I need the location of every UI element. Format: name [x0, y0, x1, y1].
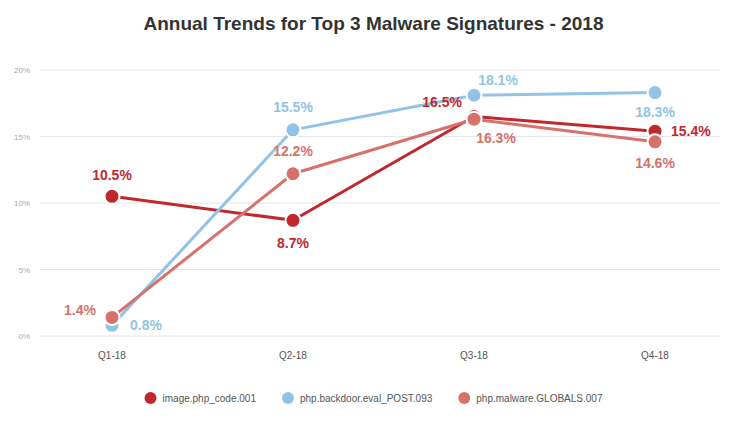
legend-marker — [458, 392, 470, 404]
data-label: 15.5% — [273, 99, 313, 115]
legend-label: php.malware.GLOBALS.007 — [476, 393, 603, 404]
data-label: 16.5% — [422, 94, 462, 110]
legend-label: php.backdoor.eval_POST.093 — [300, 393, 433, 404]
data-label: 12.2% — [273, 143, 313, 159]
data-label: 0.8% — [130, 317, 162, 333]
point — [105, 310, 120, 325]
data-label: 8.7% — [277, 235, 309, 251]
grid-line — [40, 269, 720, 270]
legend: image.php_code.001 php.backdoor.eval_POST… — [145, 392, 603, 404]
point — [105, 189, 120, 204]
legend-label: image.php_code.001 — [163, 393, 257, 404]
y-tick-label: 0% — [18, 332, 30, 341]
grid-line — [40, 70, 720, 71]
legend-marker — [282, 392, 294, 404]
series-line — [112, 119, 655, 317]
point — [648, 134, 663, 149]
grid-line — [40, 336, 720, 337]
x-tick-label: Q3-18 — [460, 350, 488, 361]
point — [286, 213, 301, 228]
point — [467, 88, 482, 103]
chart: Annual Trends for Top 3 Malware Signatur… — [0, 0, 747, 425]
data-label: 15.4% — [671, 123, 711, 139]
data-label: 10.5% — [92, 167, 132, 183]
data-label: 16.3% — [476, 130, 516, 146]
y-tick-label: 15% — [14, 133, 30, 142]
x-tick-label: Q2-18 — [279, 350, 307, 361]
data-label: 18.1% — [478, 72, 518, 88]
series-line — [112, 93, 655, 326]
data-label: 14.6% — [635, 155, 675, 171]
data-label: 18.3% — [635, 104, 675, 120]
point — [286, 166, 301, 181]
plot-area — [105, 85, 663, 333]
title: Annual Trends for Top 3 Malware Signatur… — [144, 13, 604, 34]
point — [648, 85, 663, 100]
grid-line — [40, 203, 720, 204]
point — [286, 122, 301, 137]
y-tick-label: 20% — [14, 66, 30, 75]
point — [467, 112, 482, 127]
x-tick-label: Q1-18 — [98, 350, 126, 361]
x-tick-label: Q4-18 — [641, 350, 669, 361]
legend-marker — [145, 392, 157, 404]
data-label: 1.4% — [64, 302, 96, 318]
y-tick-label: 5% — [18, 266, 30, 275]
y-tick-label: 10% — [14, 199, 30, 208]
